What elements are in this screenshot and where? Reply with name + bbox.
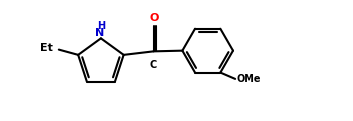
- Text: OMe: OMe: [237, 74, 261, 84]
- Text: Et: Et: [40, 43, 53, 53]
- Text: N: N: [95, 28, 104, 38]
- Text: H: H: [97, 21, 105, 31]
- Text: O: O: [150, 12, 159, 23]
- Text: C: C: [149, 60, 156, 70]
